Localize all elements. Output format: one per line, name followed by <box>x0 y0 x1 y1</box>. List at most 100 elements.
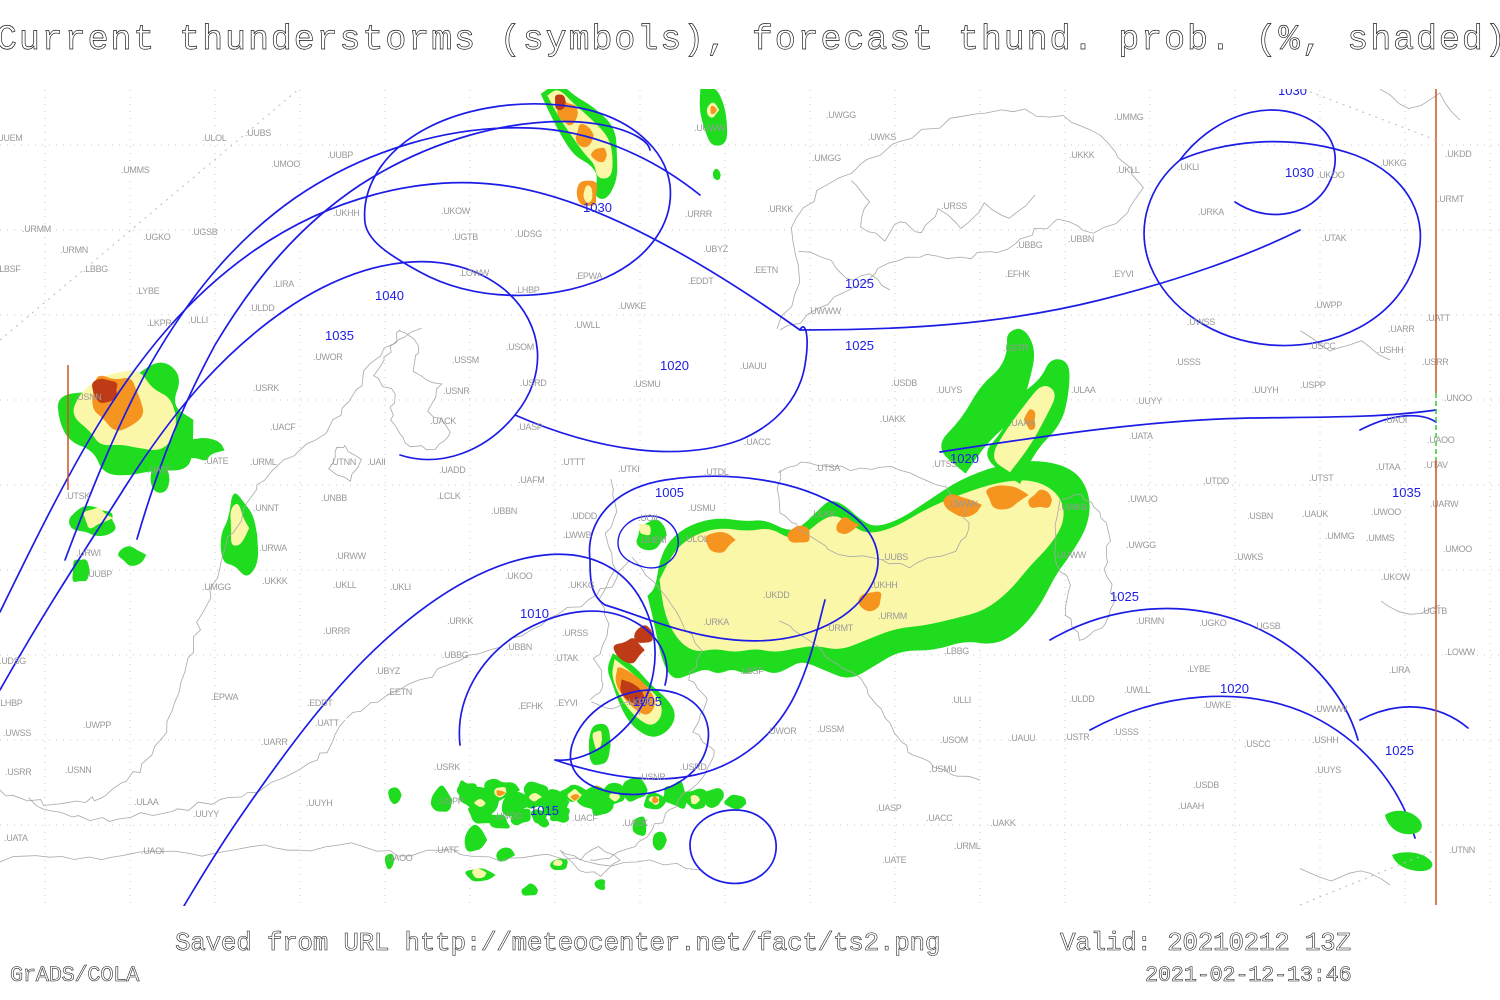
svg-text:.UGSB: .UGSB <box>1254 621 1281 631</box>
svg-text:.UTAA: .UTAA <box>1376 462 1401 472</box>
svg-text:.UTDD: .UTDD <box>1203 476 1230 486</box>
svg-text:1035: 1035 <box>1392 485 1421 500</box>
svg-text:.UTSK: .UTSK <box>65 491 90 501</box>
svg-text:.UTTT: .UTTT <box>561 457 586 467</box>
svg-text:.UATA: .UATA <box>4 833 28 843</box>
svg-text:.ULOL: .ULOL <box>684 534 709 544</box>
svg-text:.URWI: .URWI <box>76 548 101 558</box>
svg-text:.UGTB: .UGTB <box>452 232 478 242</box>
svg-text:.UUYS: .UUYS <box>1315 765 1341 775</box>
svg-text:.URSS: .URSS <box>562 628 588 638</box>
svg-text:.URMM: .URMM <box>22 224 51 234</box>
svg-text:.URML: .URML <box>954 841 981 851</box>
svg-text:.UMGG: .UMGG <box>202 582 231 592</box>
svg-text:.USHH: .USHH <box>1377 345 1404 355</box>
svg-text:.UACC: .UACC <box>744 437 771 447</box>
svg-text:.UWGG: .UWGG <box>826 110 856 120</box>
svg-text:.UWWW: .UWWW <box>808 306 842 316</box>
svg-text:.UMMS: .UMMS <box>121 165 150 175</box>
svg-text:.UKOO: .UKOO <box>1317 170 1345 180</box>
svg-text:.USCC: .USCC <box>1244 739 1271 749</box>
svg-text:.ULDD: .ULDD <box>1069 694 1095 704</box>
svg-text:.UMMG: .UMMG <box>1114 112 1144 122</box>
svg-text:.UWKS: .UWKS <box>868 132 896 142</box>
svg-text:.UUYY: .UUYY <box>193 809 219 819</box>
svg-text:.EYVI: .EYVI <box>556 698 578 708</box>
svg-text:.EDDT: .EDDT <box>307 698 333 708</box>
svg-text:.UTDL: .UTDL <box>704 467 729 477</box>
svg-text:.ULAA: .ULAA <box>1071 385 1096 395</box>
svg-text:.USMU: .USMU <box>929 764 957 774</box>
svg-text:.LHBP: .LHBP <box>0 698 23 708</box>
svg-text:.LCLK: .LCLK <box>437 491 461 501</box>
svg-text:.LBSF: .LBSF <box>740 666 764 676</box>
svg-text:.UBBG: .UBBG <box>442 650 469 660</box>
svg-text:.LHBP: .LHBP <box>515 285 540 295</box>
svg-text:.UASP: .UASP <box>517 422 543 432</box>
svg-text:.UKHH: .UKHH <box>333 208 360 218</box>
svg-text:.UAOI: .UAOI <box>1384 415 1407 425</box>
svg-text:.UKLL: .UKLL <box>333 580 357 590</box>
svg-text:.UMOO: .UMOO <box>271 159 300 169</box>
svg-text:.UDSG: .UDSG <box>0 656 26 666</box>
svg-text:1030: 1030 <box>1278 83 1307 98</box>
svg-text:.UARW: .UARW <box>1430 499 1459 509</box>
svg-text:.URMT: .URMT <box>1437 194 1465 204</box>
svg-text:.UGSB: .UGSB <box>191 227 218 237</box>
svg-text:.UTKI: .UTKI <box>618 464 640 474</box>
svg-text:.USDB: .USDB <box>1193 780 1219 790</box>
svg-text:1035: 1035 <box>325 328 354 343</box>
svg-text:.UUEM: .UUEM <box>639 535 667 545</box>
svg-text:.USCC: .USCC <box>1309 341 1336 351</box>
svg-text:1030: 1030 <box>1285 165 1314 180</box>
svg-text:.UUYH: .UUYH <box>306 798 333 808</box>
svg-text:.UATT: .UATT <box>1426 313 1451 323</box>
svg-text:.USRD: .USRD <box>680 762 707 772</box>
svg-text:.UAUK: .UAUK <box>1302 509 1328 519</box>
svg-text:.LYBE: .LYBE <box>136 286 160 296</box>
svg-text:1010: 1010 <box>520 606 549 621</box>
svg-text:.UNBB: .UNBB <box>321 493 347 503</box>
svg-text:.UWWW: .UWWW <box>1314 704 1348 714</box>
svg-text:.USMU: .USMU <box>633 379 661 389</box>
svg-text:.USPP: .USPP <box>438 796 464 806</box>
svg-text:.UUBS: .UUBS <box>245 128 271 138</box>
svg-text:.UTAK: .UTAK <box>1322 233 1347 243</box>
svg-text:.UMOO: .UMOO <box>1443 544 1472 554</box>
svg-text:.ULDD: .ULDD <box>249 303 275 313</box>
svg-text:.USPP: .USPP <box>1300 380 1326 390</box>
svg-text:.UAKK: .UAKK <box>880 414 906 424</box>
svg-text:.UAUU: .UAUU <box>740 361 767 371</box>
svg-text:.UNOO: .UNOO <box>1444 393 1472 403</box>
svg-text:.UAFM: .UAFM <box>518 475 545 485</box>
svg-text:.UBBN: .UBBN <box>491 506 517 516</box>
svg-text:.ULKK: .ULKK <box>811 509 836 519</box>
svg-text:.UDDD: .UDDD <box>570 511 598 521</box>
svg-text:.UBYZ: .UBYZ <box>703 244 729 254</box>
svg-text:.USNR: .USNR <box>443 386 470 396</box>
svg-text:.USSS: .USSS <box>1175 357 1201 367</box>
svg-text:.UAOI: .UAOI <box>141 846 164 856</box>
svg-text:.UATF: .UATF <box>147 465 172 475</box>
svg-text:.LKPR: .LKPR <box>147 318 172 328</box>
svg-text:.USSM: .USSM <box>817 724 844 734</box>
svg-text:.UWLL: .UWLL <box>1124 685 1150 695</box>
svg-text:.EFHK: .EFHK <box>518 701 543 711</box>
svg-text:.USNN: .USNN <box>75 392 102 402</box>
svg-text:.USTR: .USTR <box>1003 343 1029 353</box>
svg-text:.URMM: .URMM <box>878 611 907 621</box>
svg-text:.LOWW: .LOWW <box>1445 647 1476 657</box>
svg-text:.LWWB: .LWWB <box>563 530 592 540</box>
svg-text:.USOM: .USOM <box>940 735 968 745</box>
svg-text:.UKOW: .UKOW <box>1381 572 1411 582</box>
svg-text:.UWKS: .UWKS <box>1235 552 1263 562</box>
svg-text:.USSM: .USSM <box>452 355 479 365</box>
svg-text:.USSS: .USSS <box>1113 727 1139 737</box>
svg-text:1005: 1005 <box>655 485 684 500</box>
svg-text:.UTSS: .UTSS <box>932 459 957 469</box>
svg-text:.UWGG: .UWGG <box>1126 540 1156 550</box>
svg-text:.LIRA: .LIRA <box>273 279 294 289</box>
svg-text:.UACF: .UACF <box>572 813 598 823</box>
svg-text:.UUEM: .UUEM <box>0 133 23 143</box>
svg-text:.UBBG: .UBBG <box>1016 240 1043 250</box>
